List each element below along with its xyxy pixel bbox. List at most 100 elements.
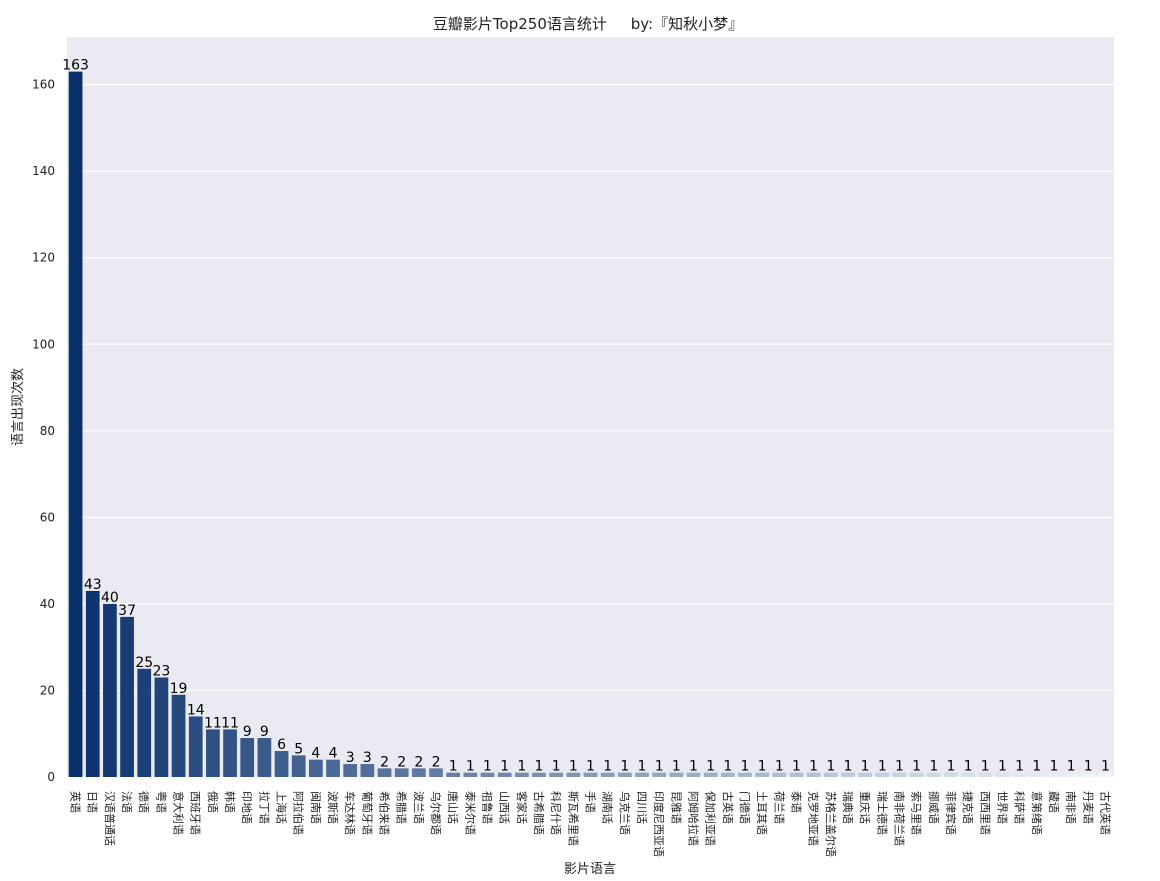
data-label: 25	[135, 655, 153, 671]
y-tick-label: 20	[40, 683, 55, 697]
x-tick-label: 车达林语	[343, 791, 357, 835]
bar	[223, 729, 237, 777]
bar	[961, 772, 975, 777]
data-label: 37	[118, 603, 136, 619]
x-axis-ticks: 英语 日语 汉语普通话 法语 德语 粤语 意大利语 西班牙语 俄语 韩语 印地语 拉丁语 上海话 阿拉伯语…	[69, 791, 1113, 857]
data-label: 1	[878, 759, 887, 775]
y-tick-label: 40	[40, 597, 55, 611]
y-axis-label: 语言出现次数	[10, 368, 26, 446]
data-label: 1	[964, 759, 973, 775]
data-label: 1	[929, 759, 938, 775]
data-label: 1	[483, 759, 492, 775]
bar	[309, 759, 323, 777]
data-label: 1	[603, 759, 612, 775]
x-tick-label: 西班牙语	[189, 791, 202, 835]
bar	[703, 772, 718, 777]
data-label: 1	[998, 759, 1007, 775]
data-label: 2	[380, 754, 389, 770]
bar	[240, 738, 255, 777]
data-label: 1	[535, 759, 544, 775]
x-tick-label: 世界语	[995, 791, 1008, 824]
data-label: 1	[655, 759, 664, 775]
data-label: 14	[187, 702, 205, 718]
bar	[411, 768, 426, 777]
bar	[171, 694, 186, 777]
data-label: 1	[912, 759, 921, 775]
bar	[755, 772, 770, 777]
x-tick-label: 苏格兰盖尔语	[824, 791, 838, 857]
x-tick-label: 丹麦语	[1081, 791, 1094, 824]
data-label: 1	[1067, 759, 1076, 775]
data-label: 1	[843, 759, 852, 775]
x-tick-label: 荷兰语	[772, 791, 785, 824]
x-axis-label: 影片语言	[564, 862, 616, 877]
bar	[875, 772, 890, 777]
bar	[858, 772, 872, 777]
bar	[841, 772, 855, 777]
y-axis-ticks: 0 20 40 60 80 100 120 140 160	[32, 78, 55, 784]
x-tick-label: 昆雅语	[669, 791, 683, 824]
data-label: 4	[329, 746, 338, 762]
y-tick-label: 120	[32, 251, 55, 265]
x-tick-label: 土耳其语	[755, 791, 768, 835]
bar	[635, 772, 649, 777]
bar	[257, 738, 272, 777]
x-tick-label: 汉语普通话	[103, 791, 117, 846]
data-label: 1	[723, 759, 732, 775]
bar	[429, 768, 443, 777]
x-tick-label: 拉丁语	[257, 791, 271, 824]
bar	[978, 772, 993, 777]
bar	[103, 603, 117, 777]
bar	[652, 772, 667, 777]
gridlines	[67, 84, 1114, 778]
data-label: 1	[861, 759, 870, 775]
data-label: 1	[895, 759, 904, 775]
x-tick-label: 希伯来语	[378, 791, 392, 835]
y-tick-label: 100	[32, 337, 55, 351]
x-tick-label: 日语	[86, 791, 99, 813]
x-tick-label: 门德语	[738, 791, 752, 824]
data-label: 1	[638, 759, 647, 775]
x-tick-label: 菲律宾语	[944, 791, 958, 835]
x-tick-label: 唐山话	[446, 791, 460, 824]
plot-area	[67, 37, 1114, 777]
bar	[1098, 772, 1113, 777]
data-label: 1	[741, 759, 750, 775]
bar	[343, 764, 358, 777]
data-label: 1	[775, 759, 784, 775]
x-tick-label: 手语	[584, 791, 598, 813]
x-tick-label: 斯瓦希里语	[566, 791, 580, 846]
bar	[326, 759, 340, 777]
bar	[686, 772, 701, 777]
bar	[1047, 772, 1061, 777]
bar	[549, 772, 564, 777]
data-label: 1	[552, 759, 561, 775]
x-tick-label: 四川话	[635, 791, 648, 824]
x-tick-label: 波斯语	[326, 791, 339, 824]
data-label: 1	[569, 759, 578, 775]
x-tick-label: 俄语	[206, 791, 219, 813]
data-label: 1	[1101, 759, 1110, 775]
bar	[137, 668, 152, 777]
data-label: 2	[397, 754, 406, 770]
x-tick-label: 索马里语	[910, 791, 924, 835]
x-tick-label: 克罗地亚语	[807, 791, 820, 846]
x-tick-label: 南非语	[1064, 791, 1077, 824]
x-tick-label: 波兰语	[412, 791, 425, 824]
bar	[120, 616, 134, 777]
data-label: 1	[981, 759, 990, 775]
data-label: 1	[809, 759, 818, 775]
x-tick-label: 粤语	[154, 791, 168, 813]
data-label: 1	[689, 759, 698, 775]
x-tick-label: 古代英语	[1098, 791, 1112, 835]
data-label: 9	[260, 724, 269, 740]
bars	[68, 71, 1113, 778]
data-label: 1	[706, 759, 715, 775]
bar	[789, 772, 804, 777]
x-tick-label: 韩语	[223, 791, 237, 813]
data-label: 4	[311, 746, 320, 762]
data-label: 40	[101, 590, 119, 606]
data-label: 1	[517, 759, 526, 775]
